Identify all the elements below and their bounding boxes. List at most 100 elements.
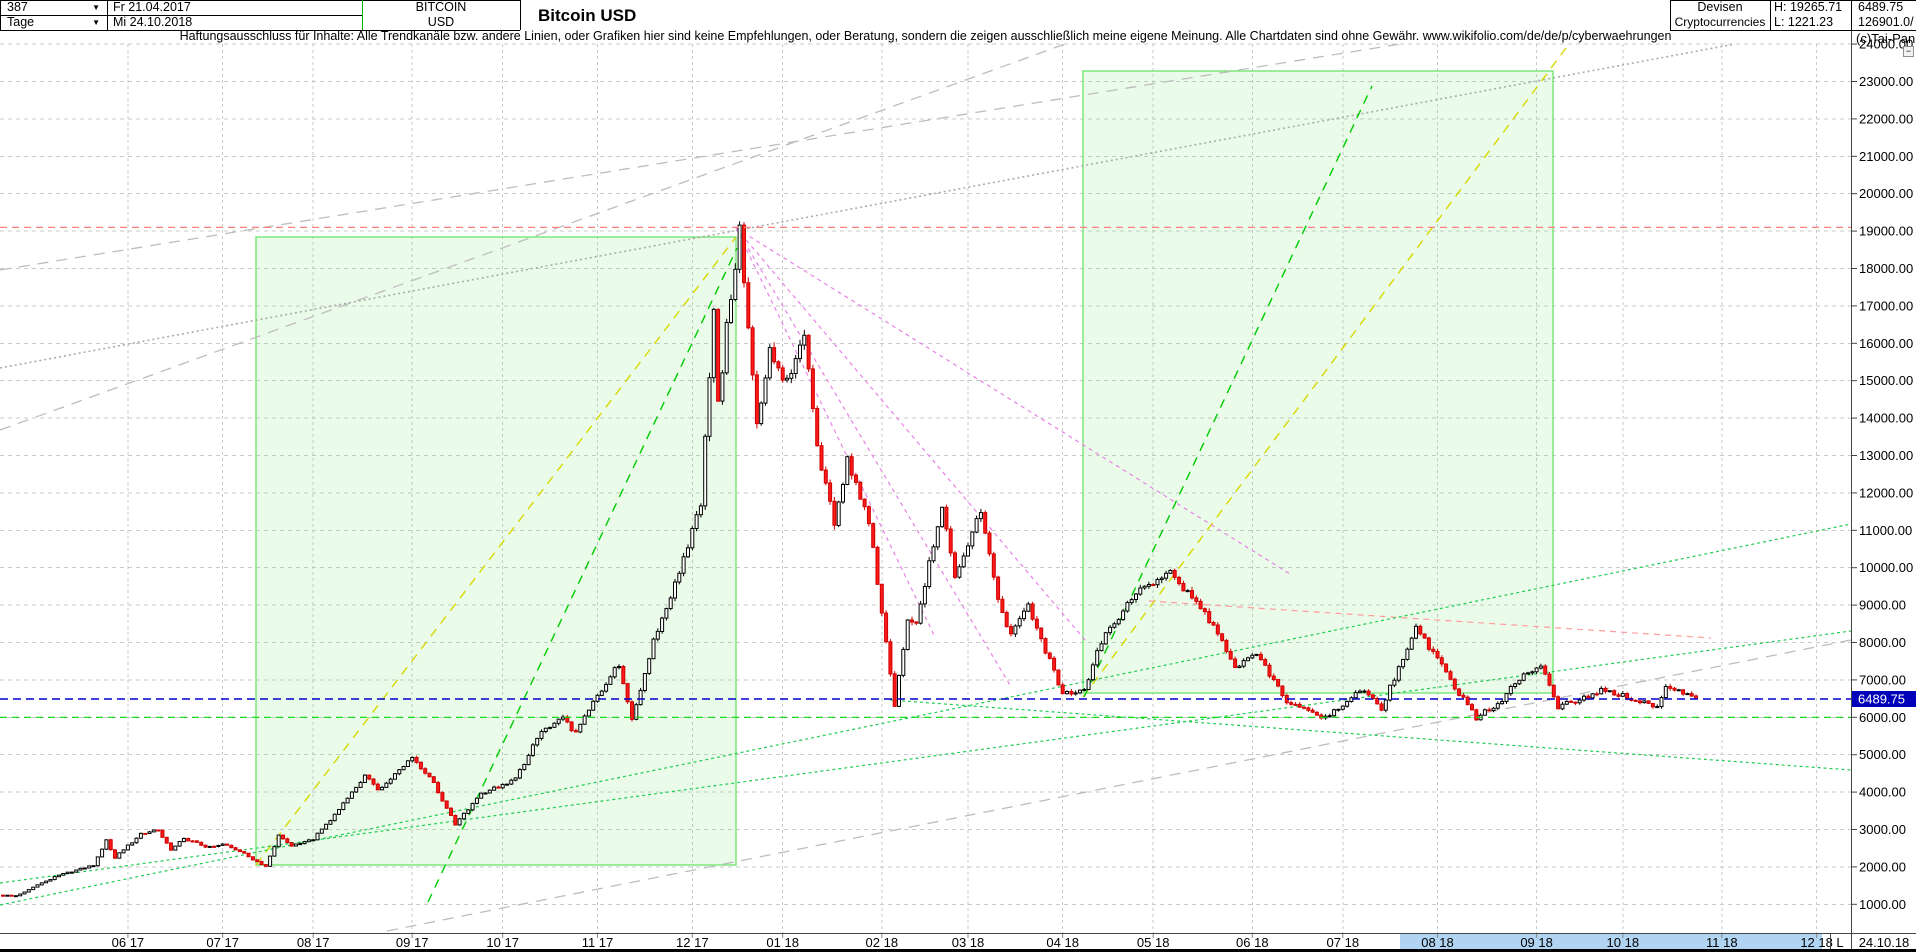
x-axis-last-date: 24.10.18	[1859, 935, 1910, 950]
x-axis-end-marker: L	[1836, 935, 1843, 950]
y-tick-label: 12000.00	[1859, 485, 1913, 500]
period-dropdown[interactable]: Tage ▼	[0, 15, 107, 30]
peak-fan-magenta-2	[735, 227, 1086, 641]
peak-fan-magenta-3	[735, 227, 1011, 686]
header-border	[0, 0, 1, 30]
peak-fan-magenta-4	[735, 227, 936, 638]
y-tick-label: 9000.00	[1859, 598, 1906, 613]
period-high-label: H: 19265.71	[1770, 0, 1851, 15]
x-tick-label: 11 18	[1706, 935, 1738, 950]
header-border	[0, 30, 520, 31]
dropdown-arrow-icon: ▼	[92, 18, 100, 27]
x-tick-label: 06 17	[112, 935, 145, 950]
period-low-label: L: 1221.23	[1770, 15, 1851, 30]
header-border	[520, 0, 521, 30]
turnover-value: 126901.0/	[1858, 15, 1914, 29]
x-tick-label: 10 17	[486, 935, 519, 950]
y-tick-label: 4000.00	[1859, 785, 1906, 800]
bars-count-value: 387	[7, 0, 28, 14]
bars-count-dropdown[interactable]: 387 ▼	[0, 0, 107, 15]
last-price-header: 6489.75	[1851, 0, 1916, 15]
uptrend-yellow-2018	[1082, 44, 1570, 698]
chart-title: Bitcoin USD	[538, 0, 898, 30]
x-tick-label: 11 17	[582, 935, 614, 950]
collapse-panel-button[interactable]: −	[1903, 46, 1914, 57]
green-falling-support	[889, 699, 1851, 771]
y-tick-label: 22000.00	[1859, 111, 1913, 126]
x-tick-label: 03 18	[952, 935, 985, 950]
x-axis-highlight	[1400, 934, 1822, 949]
y-axis[interactable]: 24000.00 23000.00 22000.00 21000.00 20000.00…	[1851, 30, 1916, 949]
y-tick-label: 11000.00	[1859, 523, 1912, 538]
y-tick-label: 17000.00	[1859, 298, 1913, 313]
chart-title-text: Bitcoin USD	[538, 5, 637, 25]
gridlines	[0, 43, 1851, 933]
market-segment-label: Devisen	[1670, 0, 1770, 15]
header-border	[1770, 0, 1771, 30]
last-price-tag-value: 6489.75	[1858, 692, 1905, 707]
x-tick-label: 07 18	[1327, 935, 1360, 950]
y-tick-label: 8000.00	[1859, 635, 1906, 650]
x-tick-label: 01 18	[766, 935, 799, 950]
y-tick-label: 16000.00	[1859, 336, 1913, 351]
y-tick-label: 13000.00	[1859, 448, 1913, 463]
symbol-code-line2: USD	[362, 15, 520, 30]
x-tick-label: 09 17	[396, 935, 429, 950]
projection-box-2018	[1082, 70, 1554, 694]
price-level-lines	[0, 226, 1851, 718]
y-tick-label: 6000.00	[1859, 710, 1906, 725]
date-to-value: Mi 24.10.2018	[113, 15, 193, 29]
header-row-divider	[0, 15, 362, 16]
peak-fan-magenta-1	[735, 227, 1291, 575]
y-tick-label: 3000.00	[1859, 822, 1906, 837]
disclaimer-text: Haftungsausschluss für Inhalte: Alle Tre…	[179, 29, 1672, 43]
x-tick-label: 04 18	[1046, 935, 1079, 950]
x-tick-label: 08 17	[297, 935, 330, 950]
gray-channel-upper	[0, 44, 1401, 271]
y-tick-label: 2000.00	[1859, 859, 1906, 874]
date-from-value: Fr 21.04.2017	[113, 0, 191, 14]
period-low-value: L: 1221.23	[1774, 15, 1834, 29]
header-border	[1851, 0, 1852, 30]
market-category-label: Cryptocurrencies	[1670, 15, 1770, 30]
y-tick-label: 10000.00	[1859, 560, 1913, 575]
x-tick-label: 12 18	[1800, 935, 1833, 950]
symbol-code-line1: BITCOIN	[362, 0, 520, 15]
x-tick-label: 07 17	[206, 935, 239, 950]
turnover-header: 126901.0/	[1851, 15, 1916, 30]
y-tick-label: 15000.00	[1859, 373, 1913, 388]
pink-resistance-2018	[1148, 600, 1712, 639]
y-tick-label: 7000.00	[1859, 672, 1906, 687]
candlestick-series	[1, 221, 1698, 898]
market-name: Devisen	[1697, 0, 1743, 14]
x-axis[interactable]: 06 17 07 17 08 17 09 17 10 17 11 17 12 17 01 18…	[0, 933, 1916, 952]
x-tick-label: 08 18	[1421, 935, 1454, 950]
period-high-value: H: 19265.71	[1774, 0, 1843, 14]
y-tick-label: 21000.00	[1859, 149, 1913, 164]
last-price-tag	[1852, 691, 1916, 707]
dropdown-arrow-icon: ▼	[92, 3, 100, 12]
y-tick-label: 18000.00	[1859, 261, 1913, 276]
header-border	[1670, 30, 1916, 31]
header-border	[1670, 0, 1671, 30]
uptrend-yellow-2017	[255, 236, 737, 866]
y-tick-label: 1000.00	[1859, 897, 1906, 912]
x-tick-label: 05 18	[1137, 935, 1170, 950]
period-value: Tage	[7, 15, 35, 29]
x-tick-label: 02 18	[866, 935, 899, 950]
y-tick-label: 24000.00	[1859, 37, 1913, 52]
date-to-field[interactable]: Mi 24.10.2018	[107, 15, 362, 30]
gray-dotted-resistance	[0, 44, 1736, 369]
header-border	[107, 0, 108, 30]
header-border	[0, 0, 520, 1]
date-from-field[interactable]: Fr 21.04.2017	[107, 0, 362, 15]
header-border	[1670, 0, 1916, 1]
symbol-code-bottom: USD	[427, 15, 455, 29]
green-support-mid	[0, 630, 1851, 884]
y-tick-label: 20000.00	[1859, 186, 1913, 201]
x-tick-label: 10 18	[1607, 935, 1640, 950]
y-tick-label: 19000.00	[1859, 224, 1913, 239]
symbol-code-top: BITCOIN	[415, 0, 467, 14]
last-price-value: 6489.75	[1858, 0, 1904, 14]
